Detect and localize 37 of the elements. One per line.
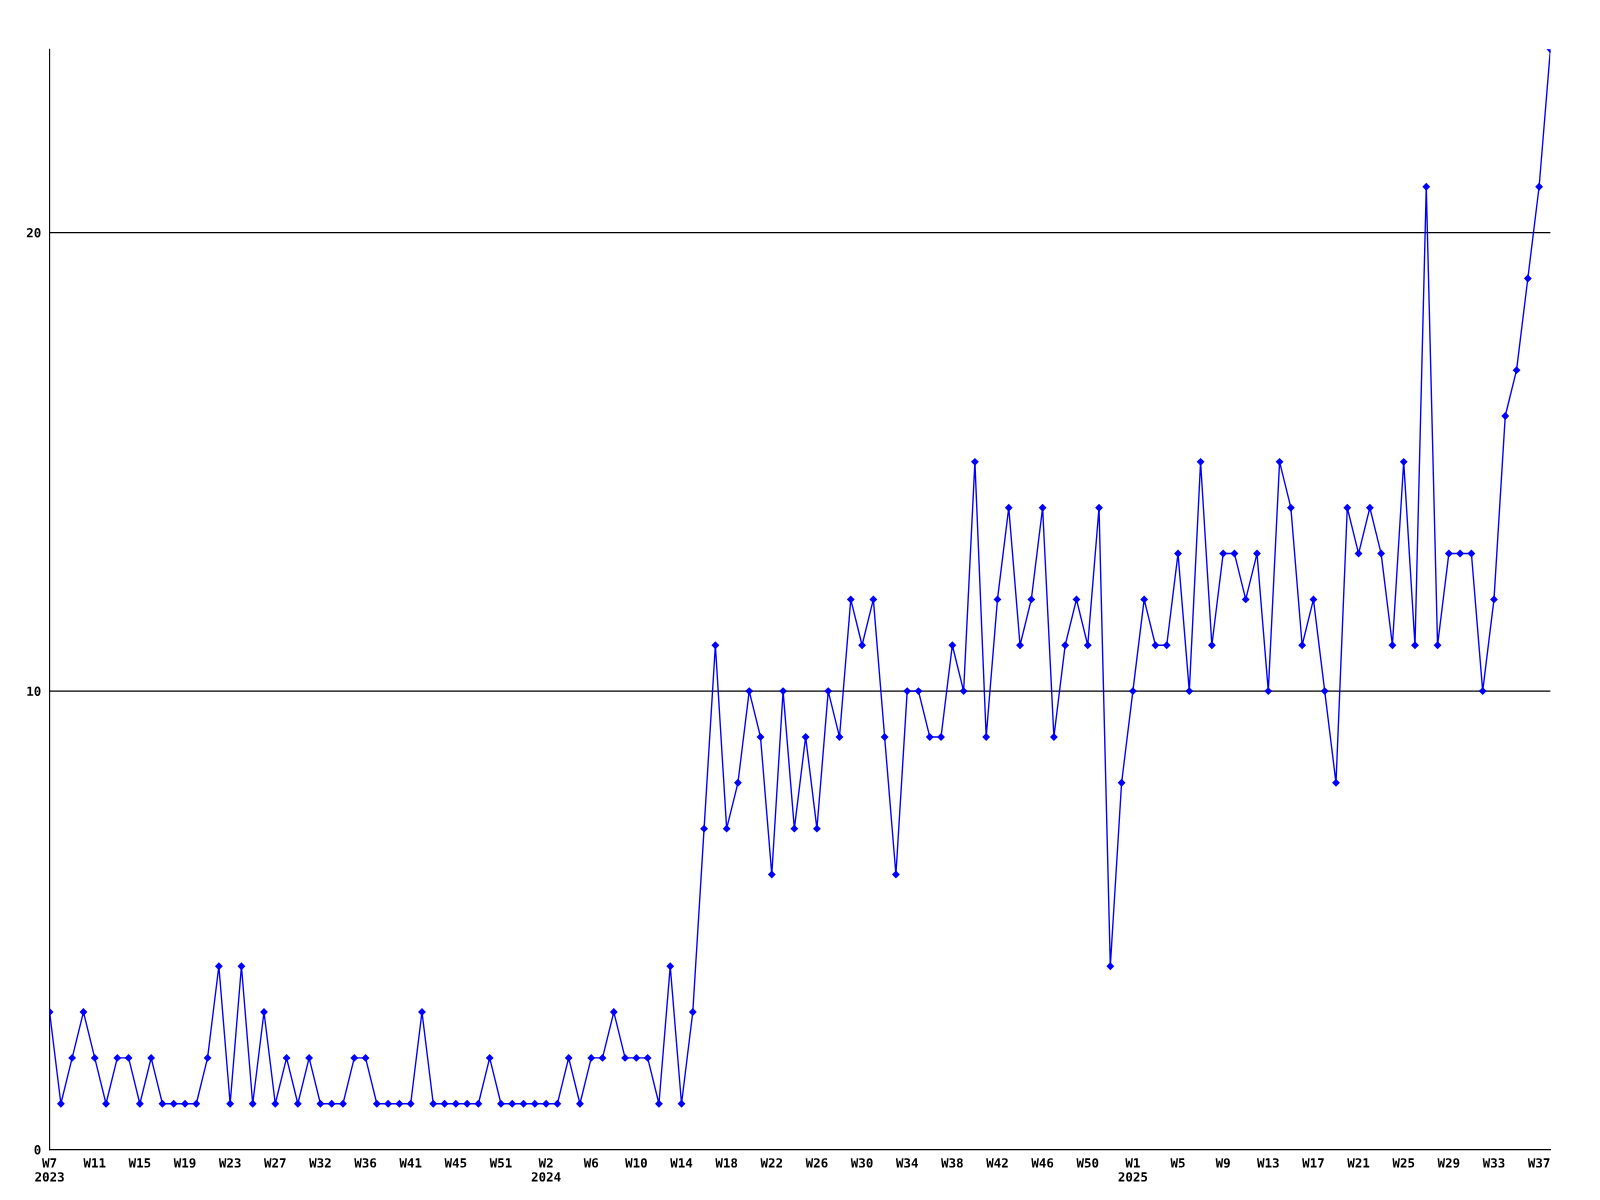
x-tick-label: W11: [83, 1158, 106, 1168]
x-tick-label: W36: [354, 1158, 377, 1168]
y-tick-label: 20: [26, 228, 41, 238]
y-tick-label: 0: [34, 1145, 41, 1155]
x-tick-label: W38: [941, 1158, 963, 1168]
x-tick-label: W46: [1031, 1158, 1054, 1168]
x-tick-label: W7 2023: [35, 1158, 64, 1182]
x-tick-label: W5: [1170, 1158, 1185, 1168]
x-tick-label: W30: [850, 1158, 873, 1168]
x-tick-label: W22: [760, 1158, 783, 1168]
x-tick-label: W17: [1302, 1158, 1324, 1168]
x-tick-label: W21: [1347, 1158, 1370, 1168]
x-tick-label: W10: [625, 1158, 647, 1168]
x-tick-label: W1 2025: [1118, 1158, 1148, 1182]
x-tick-label: W42: [986, 1158, 1008, 1168]
x-tick-label: W26: [805, 1158, 828, 1168]
x-tick-label: W15: [128, 1158, 151, 1168]
y-tick-label: 10: [27, 686, 41, 697]
x-tick-label: W18: [715, 1158, 738, 1168]
x-tick-label: W14: [670, 1158, 693, 1168]
x-tick-label: W9: [1215, 1158, 1230, 1168]
x-tick-label: W37: [1527, 1158, 1550, 1168]
x-tick-label: W50: [1076, 1158, 1099, 1168]
x-tick-label: W19: [173, 1158, 196, 1168]
x-tick-label: W13: [1257, 1158, 1279, 1168]
x-tick-label: W2 2024: [531, 1158, 561, 1182]
x-tick-label: W6: [583, 1158, 599, 1168]
x-tick-label: W27: [264, 1158, 286, 1168]
x-tick-label: W34: [895, 1158, 918, 1168]
x-tick-label: W25: [1392, 1158, 1415, 1168]
x-tick-label: W51: [489, 1158, 512, 1168]
x-tick-label: W45: [444, 1158, 467, 1168]
x-tick-label: W33: [1482, 1158, 1505, 1168]
x-tick-label: W41: [399, 1158, 422, 1168]
x-tick-label: W32: [309, 1158, 331, 1168]
x-tick-label: W23: [218, 1158, 241, 1168]
x-tick-label: W29: [1437, 1158, 1460, 1168]
